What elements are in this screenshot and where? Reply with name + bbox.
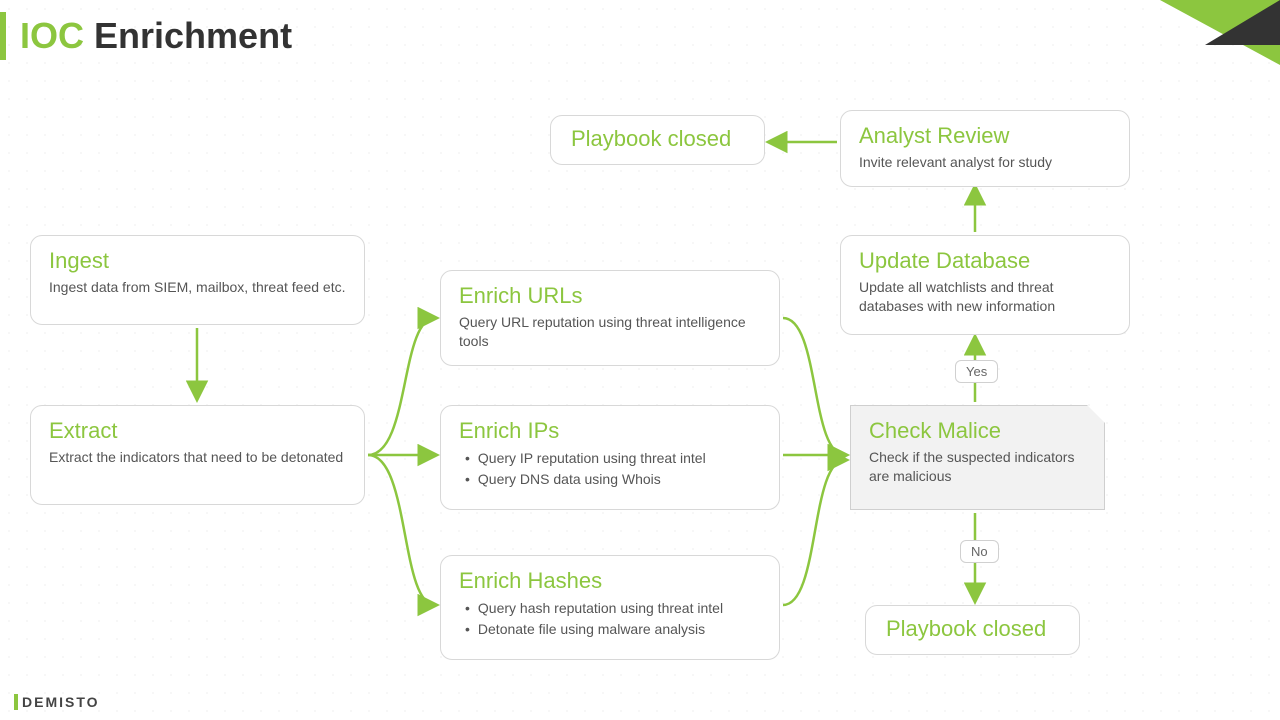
node-title: Check Malice — [869, 418, 1086, 444]
node-ingest: Ingest Ingest data from SIEM, mailbox, t… — [30, 235, 365, 325]
page-title: IOC Enrichment — [20, 15, 292, 57]
node-update-database: Update Database Update all watchlists an… — [840, 235, 1130, 335]
node-check-malice: Check Malice Check if the suspected indi… — [850, 405, 1105, 510]
node-title: Playbook closed — [571, 126, 744, 152]
node-title: Ingest — [49, 248, 346, 274]
node-enrich-urls: Enrich URLs Query URL reputation using t… — [440, 270, 780, 366]
node-extract: Extract Extract the indicators that need… — [30, 405, 365, 505]
footer-accent-bar — [14, 694, 18, 710]
node-enrich-ips: Enrich IPs Query IP reputation using thr… — [440, 405, 780, 510]
bullet: Query IP reputation using threat intel — [465, 448, 761, 469]
node-desc: Invite relevant analyst for study — [859, 153, 1111, 172]
node-desc: Update all watchlists and threat databas… — [859, 278, 1111, 316]
node-analyst-review: Analyst Review Invite relevant analyst f… — [840, 110, 1130, 187]
node-desc: Check if the suspected indicators are ma… — [869, 448, 1086, 486]
node-title: Enrich IPs — [459, 418, 761, 444]
node-title: Update Database — [859, 248, 1111, 274]
footer-brand: DEMISTO — [14, 694, 100, 710]
node-playbook-closed-bottom: Playbook closed — [865, 605, 1080, 655]
footer-brand-text: DEMISTO — [22, 694, 100, 710]
node-title: Enrich URLs — [459, 283, 761, 309]
node-enrich-hashes: Enrich Hashes Query hash reputation usin… — [440, 555, 780, 660]
corner-dark-triangle — [1205, 0, 1280, 45]
node-bullets: Query hash reputation using threat intel… — [459, 598, 761, 640]
bullet: Query hash reputation using threat intel — [465, 598, 761, 619]
badge-no: No — [960, 540, 999, 563]
node-title: Extract — [49, 418, 346, 444]
node-title: Playbook closed — [886, 616, 1059, 642]
bullet: Query DNS data using Whois — [465, 469, 761, 490]
title-accent-word: IOC — [20, 15, 84, 56]
node-bullets: Query IP reputation using threat intel Q… — [459, 448, 761, 490]
node-desc: Extract the indicators that need to be d… — [49, 448, 346, 467]
title-rest: Enrichment — [84, 15, 292, 56]
node-title: Enrich Hashes — [459, 568, 761, 594]
bullet: Detonate file using malware analysis — [465, 619, 761, 640]
badge-yes: Yes — [955, 360, 998, 383]
page-title-bar: IOC Enrichment — [0, 12, 292, 60]
node-desc: Ingest data from SIEM, mailbox, threat f… — [49, 278, 346, 297]
node-title: Analyst Review — [859, 123, 1111, 149]
title-accent-bar — [0, 12, 6, 60]
node-desc: Query URL reputation using threat intell… — [459, 313, 761, 351]
node-playbook-closed-top: Playbook closed — [550, 115, 765, 165]
